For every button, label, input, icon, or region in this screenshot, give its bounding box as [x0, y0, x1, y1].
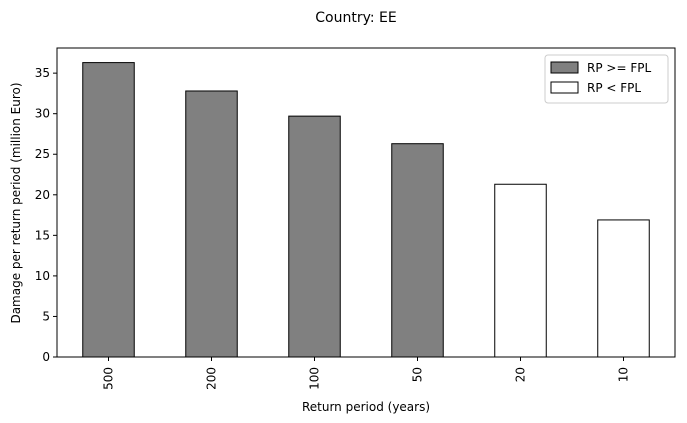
y-tick-label-25: 25 — [35, 147, 50, 161]
y-tick-label-0: 0 — [42, 350, 50, 364]
x-tick-label-10: 10 — [617, 367, 631, 382]
x-axis: 500 200 100 50 20 10 — [102, 357, 631, 390]
x-tick-label-100: 100 — [308, 367, 322, 390]
legend-swatch-1 — [550, 81, 579, 94]
legend-label-0: RP >= FPL — [587, 61, 651, 75]
legend-label-1: RP < FPL — [587, 81, 641, 95]
bar-200 — [185, 90, 238, 358]
legend-swatch-0 — [550, 61, 579, 74]
y-axis: 0 5 10 15 20 25 30 35 — [35, 66, 57, 364]
y-tick-label-15: 15 — [35, 228, 50, 242]
x-axis-label: Return period (years) — [302, 400, 430, 414]
plot-frame — [56, 47, 676, 358]
bar-10 — [597, 219, 650, 358]
x-tick-label-500: 500 — [102, 367, 116, 390]
y-tick-label-20: 20 — [35, 188, 50, 202]
y-tick-label-30: 30 — [35, 107, 50, 121]
y-tick-label-35: 35 — [35, 66, 50, 80]
bars-group — [82, 62, 650, 358]
bar-500 — [82, 62, 135, 358]
bar-20 — [494, 183, 547, 358]
bar-100 — [288, 115, 341, 358]
y-tick-label-5: 5 — [42, 309, 50, 323]
bar-50 — [391, 143, 444, 358]
x-tick-label-20: 20 — [514, 367, 528, 382]
x-tick-label-50: 50 — [411, 367, 425, 382]
chart-title: Country: EE — [315, 10, 396, 26]
y-axis-label: Damage per return period (million Euro) — [9, 82, 23, 323]
y-tick-label-10: 10 — [35, 269, 50, 283]
legend: RP >= FPL RP < FPL — [544, 54, 669, 104]
x-tick-label-200: 200 — [205, 367, 219, 390]
